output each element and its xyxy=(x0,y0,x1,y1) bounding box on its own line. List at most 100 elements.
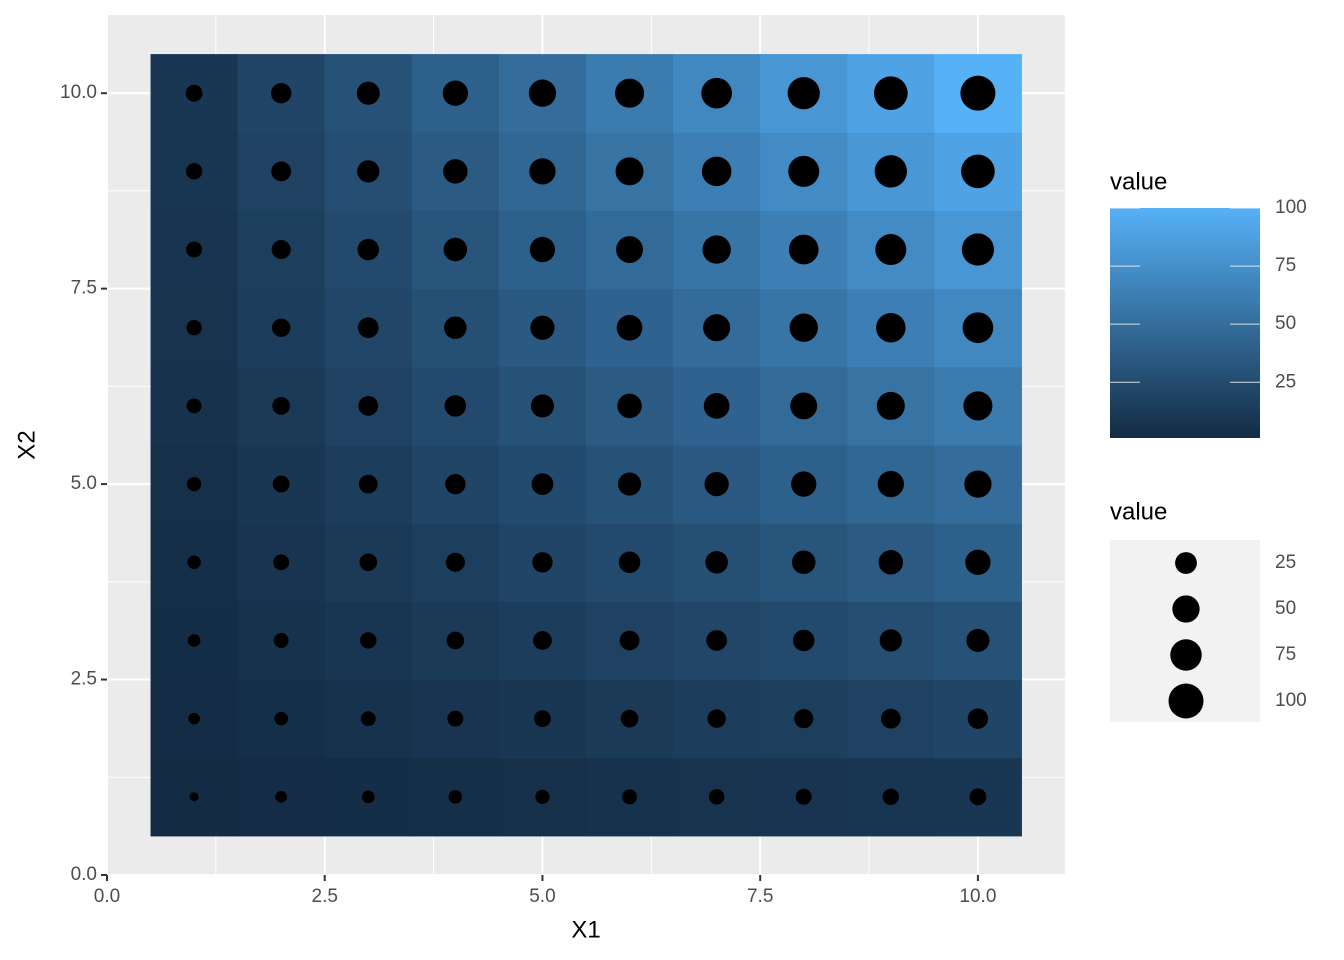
colorbar-label: 50 xyxy=(1275,313,1296,334)
point xyxy=(873,76,908,111)
point xyxy=(361,790,375,804)
point xyxy=(876,312,906,343)
point xyxy=(446,631,465,650)
point xyxy=(706,630,727,651)
point xyxy=(532,552,553,573)
colorbar-label: 100 xyxy=(1275,197,1307,218)
point xyxy=(271,161,292,182)
point xyxy=(531,473,554,495)
size-legend-label: 50 xyxy=(1275,598,1296,619)
point xyxy=(185,163,203,180)
point xyxy=(444,395,467,417)
point xyxy=(186,398,202,414)
point xyxy=(271,318,291,337)
size-legend-label: 25 xyxy=(1275,552,1296,573)
point xyxy=(445,552,465,572)
size-legend-label: 75 xyxy=(1275,644,1296,665)
point xyxy=(618,551,641,574)
point xyxy=(357,238,380,261)
point xyxy=(790,392,818,420)
point xyxy=(444,316,467,340)
point xyxy=(788,155,820,187)
x-axis-title: X1 xyxy=(571,916,600,943)
point xyxy=(188,712,200,725)
point xyxy=(792,629,815,652)
point xyxy=(616,236,644,264)
size-legend-key xyxy=(1172,595,1200,623)
point xyxy=(275,791,287,803)
point xyxy=(701,156,732,187)
point xyxy=(874,155,908,188)
x-tick-label: 10.0 xyxy=(959,886,996,907)
point xyxy=(967,708,989,729)
y-tick-label: 10.0 xyxy=(60,82,97,103)
legends: 25 50 75 100 25 50 75 100 xyxy=(1110,197,1307,719)
point xyxy=(360,711,376,727)
y-tick-label: 0.0 xyxy=(71,864,97,885)
point xyxy=(969,788,987,806)
point xyxy=(703,314,731,342)
point xyxy=(359,553,378,572)
colorbar-label: 75 xyxy=(1275,255,1296,276)
point xyxy=(273,554,290,571)
x-tick-label: 2.5 xyxy=(312,886,338,907)
point xyxy=(274,711,288,726)
point xyxy=(880,708,901,729)
point xyxy=(619,630,640,651)
y-axis-title: X2 xyxy=(13,430,40,459)
point xyxy=(616,314,643,341)
point xyxy=(185,84,203,102)
point xyxy=(358,474,378,494)
point xyxy=(965,549,991,575)
point xyxy=(962,312,994,344)
points xyxy=(185,75,996,806)
point xyxy=(442,80,469,106)
point xyxy=(360,632,377,649)
point xyxy=(701,77,732,109)
point xyxy=(530,394,554,418)
point xyxy=(443,237,468,262)
size-legend-key xyxy=(1168,683,1204,719)
point xyxy=(615,78,645,108)
point xyxy=(963,391,993,421)
point xyxy=(443,159,468,184)
point xyxy=(186,476,202,492)
point xyxy=(271,239,291,260)
x-tick-label: 5.0 xyxy=(529,886,555,907)
colorbar xyxy=(1110,208,1260,438)
size-legend-key xyxy=(1170,639,1202,671)
point xyxy=(707,709,726,728)
point xyxy=(704,471,729,497)
point xyxy=(703,393,730,419)
x-tick-label: 0.0 xyxy=(94,886,120,907)
point xyxy=(879,629,902,652)
point xyxy=(875,234,907,266)
point xyxy=(882,788,900,806)
point xyxy=(788,234,819,265)
point xyxy=(272,397,291,415)
point xyxy=(615,157,644,186)
y-tick-label: 7.5 xyxy=(71,278,97,299)
color-legend-title: value xyxy=(1110,168,1167,195)
point xyxy=(189,792,199,802)
point xyxy=(187,634,201,647)
point xyxy=(356,81,380,105)
point xyxy=(357,317,379,339)
point xyxy=(448,790,463,804)
point xyxy=(966,628,990,652)
point xyxy=(960,75,996,111)
point xyxy=(529,158,556,185)
y-tick-label: 2.5 xyxy=(71,669,97,690)
size-legend-title: value xyxy=(1110,498,1167,525)
point xyxy=(622,789,637,805)
point xyxy=(791,471,817,497)
point xyxy=(535,789,550,804)
point xyxy=(617,393,642,419)
point xyxy=(708,789,725,805)
point xyxy=(961,233,995,266)
point xyxy=(964,470,992,498)
point xyxy=(791,550,816,575)
point xyxy=(530,315,555,340)
point xyxy=(787,77,820,110)
